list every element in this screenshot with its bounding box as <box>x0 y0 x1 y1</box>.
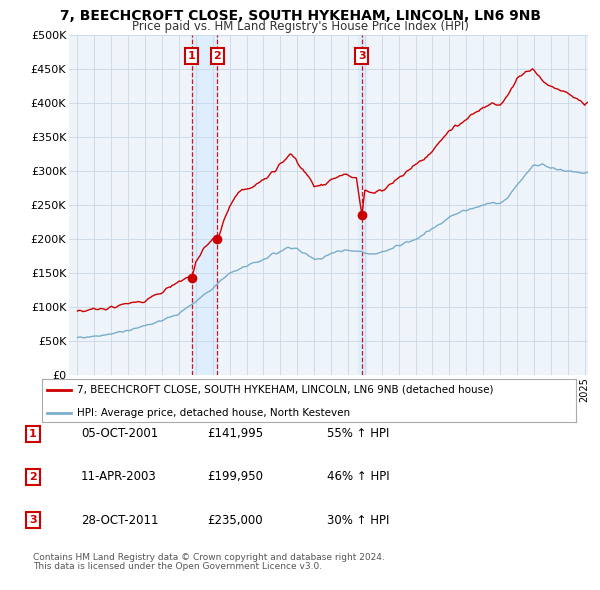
Text: £235,000: £235,000 <box>207 514 263 527</box>
Text: 30% ↑ HPI: 30% ↑ HPI <box>327 514 389 527</box>
Text: Price paid vs. HM Land Registry's House Price Index (HPI): Price paid vs. HM Land Registry's House … <box>131 20 469 33</box>
Text: 3: 3 <box>358 51 365 61</box>
Bar <box>191 35 217 375</box>
Text: 7, BEECHCROFT CLOSE, SOUTH HYKEHAM, LINCOLN, LN6 9NB (detached house): 7, BEECHCROFT CLOSE, SOUTH HYKEHAM, LINC… <box>77 385 493 395</box>
Text: 55% ↑ HPI: 55% ↑ HPI <box>327 427 389 440</box>
Text: This data is licensed under the Open Government Licence v3.0.: This data is licensed under the Open Gov… <box>33 562 322 571</box>
Text: 11-APR-2003: 11-APR-2003 <box>81 470 157 483</box>
Text: £199,950: £199,950 <box>207 470 263 483</box>
Text: 28-OCT-2011: 28-OCT-2011 <box>81 514 158 527</box>
Text: 1: 1 <box>29 429 37 438</box>
Text: Contains HM Land Registry data © Crown copyright and database right 2024.: Contains HM Land Registry data © Crown c… <box>33 553 385 562</box>
Text: 7, BEECHCROFT CLOSE, SOUTH HYKEHAM, LINCOLN, LN6 9NB: 7, BEECHCROFT CLOSE, SOUTH HYKEHAM, LINC… <box>59 9 541 24</box>
Bar <box>358 35 366 375</box>
Text: 05-OCT-2001: 05-OCT-2001 <box>81 427 158 440</box>
Text: 2: 2 <box>214 51 221 61</box>
Text: 2: 2 <box>29 472 37 481</box>
Text: HPI: Average price, detached house, North Kesteven: HPI: Average price, detached house, Nort… <box>77 408 350 418</box>
Text: 3: 3 <box>29 516 37 525</box>
Text: 1: 1 <box>188 51 196 61</box>
Text: £141,995: £141,995 <box>207 427 263 440</box>
Text: 46% ↑ HPI: 46% ↑ HPI <box>327 470 389 483</box>
